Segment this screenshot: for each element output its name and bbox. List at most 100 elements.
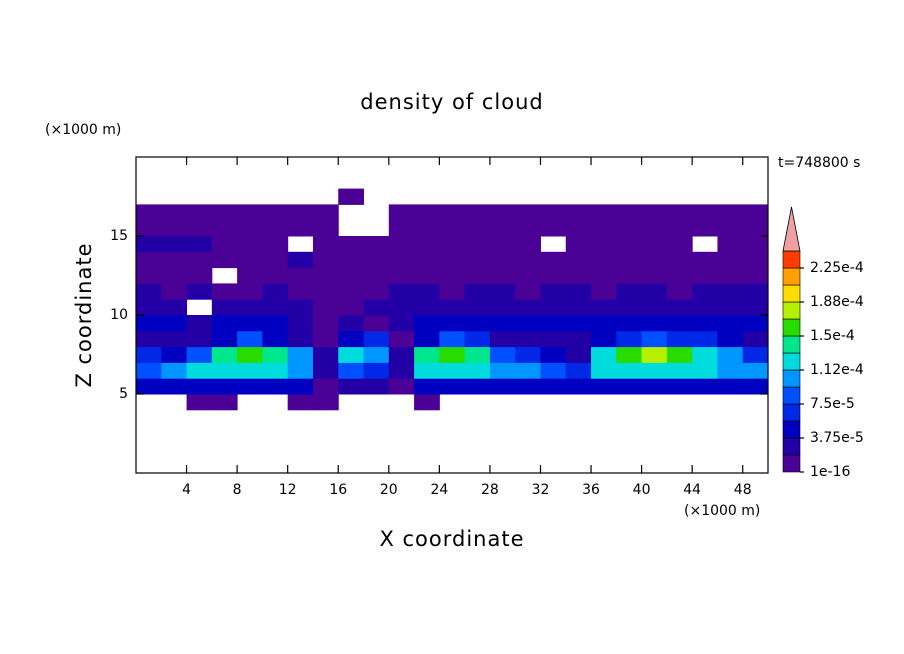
contour-cell xyxy=(591,251,617,269)
contour-cell xyxy=(641,315,668,332)
contour-cell xyxy=(717,346,744,363)
x-tick-label: 16 xyxy=(329,482,347,498)
contour-cell xyxy=(136,283,162,300)
contour-cell xyxy=(464,330,491,348)
contour-cell xyxy=(464,362,491,379)
contour-cell xyxy=(692,299,718,316)
contour-cell xyxy=(136,346,162,363)
contour-cell xyxy=(388,346,415,363)
contour-cell xyxy=(388,315,415,332)
contour-cell xyxy=(262,251,289,269)
contour-cell xyxy=(666,330,693,348)
contour-cell xyxy=(414,236,440,253)
contour-cell xyxy=(641,362,668,379)
contour-cell xyxy=(211,283,238,300)
contour-cell xyxy=(515,330,541,348)
contour-cell xyxy=(616,299,643,316)
contour-cell xyxy=(742,204,769,221)
colorbar-label: 7.5e-5 xyxy=(810,396,855,412)
contour-cell xyxy=(211,315,238,332)
contour-cell xyxy=(338,299,365,316)
contour-cell xyxy=(388,236,415,253)
contour-cell xyxy=(489,283,516,300)
contour-cell xyxy=(692,251,718,269)
contour-cell xyxy=(540,362,567,379)
x-tick-label: 8 xyxy=(233,482,242,498)
contour-cell xyxy=(591,204,617,221)
contour-cell xyxy=(237,283,263,300)
contour-cell xyxy=(439,251,466,269)
contour-cell xyxy=(287,378,314,395)
colorbar-label: 1.88e-4 xyxy=(810,294,864,310)
contour-cell xyxy=(591,299,617,316)
contour-cell xyxy=(742,267,769,284)
contour-cell xyxy=(287,362,314,379)
contour-cell xyxy=(565,378,592,395)
contour-cell xyxy=(591,267,617,284)
contour-cell xyxy=(692,204,718,221)
contour-cell xyxy=(540,315,567,332)
contour-cell xyxy=(666,378,693,395)
contour-cell xyxy=(262,204,289,221)
contour-cell xyxy=(692,267,718,284)
contour-cell xyxy=(388,378,415,395)
colorbar-label: 1e-16 xyxy=(810,464,850,480)
contour-cell xyxy=(515,251,541,269)
contour-cell xyxy=(692,346,718,363)
contour-cell xyxy=(692,315,718,332)
contour-cell xyxy=(287,315,314,332)
x-tick-label: 12 xyxy=(279,482,297,498)
contour-cell xyxy=(312,362,339,379)
colorbar-band xyxy=(782,352,801,371)
contour-cell xyxy=(414,299,440,316)
contour-cell xyxy=(414,330,440,348)
contour-cell xyxy=(666,236,693,253)
colorbar-band xyxy=(782,369,801,388)
x-tick-label: 24 xyxy=(430,482,448,498)
contour-cell xyxy=(616,236,643,253)
contour-cell xyxy=(742,346,769,363)
contour-cell xyxy=(136,362,162,379)
contour-cell xyxy=(287,251,314,269)
contour-cell xyxy=(717,330,744,348)
contour-cell xyxy=(591,346,617,363)
contour-cell xyxy=(489,315,516,332)
contour-cell xyxy=(515,315,541,332)
contour-cell xyxy=(186,346,213,363)
contour-cell xyxy=(439,330,466,348)
x-tick-label: 36 xyxy=(582,482,600,498)
contour-cell xyxy=(237,220,263,237)
contour-cell xyxy=(742,283,769,300)
chart-title: density of cloud xyxy=(360,90,543,114)
contour-cell xyxy=(641,220,668,237)
contour-cell xyxy=(136,378,162,395)
contour-cell xyxy=(717,267,744,284)
contour-cell xyxy=(666,267,693,284)
contour-cell xyxy=(489,346,516,363)
contour-cell xyxy=(414,394,440,411)
contour-cell xyxy=(287,204,314,221)
contour-cell xyxy=(312,378,339,395)
contour-cell xyxy=(641,330,668,348)
contour-cell xyxy=(211,251,238,269)
contour-cell xyxy=(591,283,617,300)
contour-field xyxy=(136,188,769,411)
contour-cell xyxy=(388,204,415,221)
contour-cell xyxy=(186,220,213,237)
contour-cell xyxy=(186,362,213,379)
contour-cell xyxy=(464,236,491,253)
contour-cell xyxy=(186,283,213,300)
contour-cell xyxy=(439,267,466,284)
contour-cell xyxy=(439,204,466,221)
contour-cell xyxy=(186,251,213,269)
y-axis-label: Z coordinate xyxy=(72,242,96,387)
contour-cell xyxy=(161,299,188,316)
contour-cell xyxy=(717,315,744,332)
contour-cell xyxy=(262,236,289,253)
contour-cell xyxy=(641,283,668,300)
x-tick-label: 20 xyxy=(380,482,398,498)
contour-cell xyxy=(211,204,238,221)
contour-cell xyxy=(540,267,567,284)
contour-cell xyxy=(565,283,592,300)
